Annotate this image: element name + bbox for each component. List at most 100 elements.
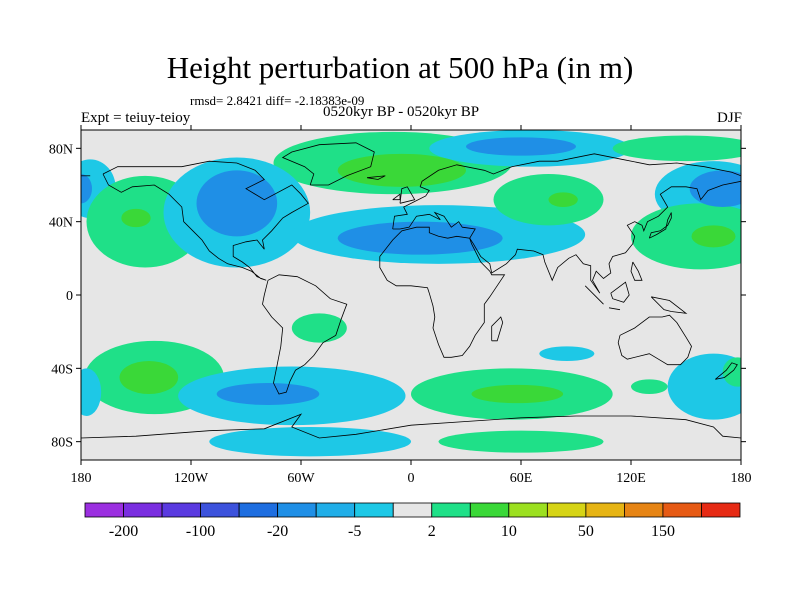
anomaly-region (471, 384, 564, 404)
anomaly-region (196, 170, 278, 237)
anomaly-region (291, 205, 586, 264)
anomaly-layer (81, 130, 741, 457)
colorbar-label: 2 (428, 523, 436, 540)
axis-ticks: 180 120W 60W 0 60E 120E 180 80N 40N 0 40S 80S (49, 125, 752, 486)
coastline (715, 362, 738, 380)
colorbar-swatch (508, 502, 548, 518)
anomaly-region (689, 170, 741, 207)
colorbar-swatch (277, 502, 317, 518)
colorbar-swatch (431, 502, 471, 518)
x-tick-label: 60W (287, 471, 315, 486)
colorbar-swatch (315, 502, 356, 518)
anomaly-region (273, 131, 512, 195)
anomaly-region (539, 346, 595, 361)
coastline (491, 316, 504, 342)
anomaly-region (722, 357, 741, 387)
y-tick-label: 40S (51, 362, 73, 377)
coastline (102, 160, 309, 281)
anomaly-region (493, 174, 604, 226)
colorbar-label: -100 (186, 523, 215, 540)
x-tick-label: 60E (510, 471, 533, 486)
y-tick-label: 80S (51, 436, 73, 451)
anomaly-region (291, 313, 347, 343)
coastline (610, 281, 630, 303)
anomaly-region (654, 161, 741, 228)
anomaly-region (667, 353, 741, 420)
experiment-label: Expt = teiuy-teioy (81, 110, 191, 126)
colorbar: -200 -100 -20 -5 2 10 50 150 (84, 502, 741, 540)
plot-background (81, 130, 741, 460)
colorbar-swatch (161, 502, 201, 518)
anomaly-region (429, 130, 631, 167)
anomaly-region (209, 427, 411, 457)
coastline (281, 142, 375, 186)
coastline (650, 296, 688, 314)
anomaly-region (466, 137, 576, 156)
x-tick-label: 120E (616, 471, 646, 486)
colorbar-label: 10 (501, 523, 517, 540)
anomaly-region (163, 157, 311, 268)
y-tick-label: 80N (49, 142, 73, 157)
anomaly-region (216, 383, 320, 405)
colorbar-swatch (469, 502, 510, 518)
coastline (392, 193, 401, 201)
coastline (392, 180, 741, 294)
chart-title: Height perturbation at 500 hPa (in m) (166, 50, 634, 85)
season-label: DJF (716, 110, 742, 126)
anomaly-region (337, 221, 503, 255)
coastline (379, 226, 506, 358)
coastline (262, 274, 348, 395)
anomaly-region (119, 361, 179, 394)
colorbar-label: 150 (651, 523, 675, 540)
coastline (608, 307, 621, 311)
anomaly-region (81, 159, 116, 218)
coastline (81, 413, 741, 439)
anomaly-region (631, 203, 741, 270)
colorbar-swatch (585, 502, 625, 518)
coastline (584, 285, 604, 305)
coastline (399, 186, 416, 204)
y-tick-label: 40N (49, 216, 73, 231)
anomaly-region (121, 208, 151, 228)
y-tick-label: 0 (66, 289, 73, 304)
coastline (630, 261, 643, 281)
colorbar-swatch (123, 502, 163, 518)
colorbar-swatch (238, 502, 279, 518)
x-tick-label: 120W (174, 471, 209, 486)
coastline (366, 175, 386, 180)
colorbar-swatch (200, 502, 240, 518)
anomaly-region (81, 174, 92, 204)
x-tick-label: 180 (731, 471, 752, 486)
colorbar-label: -5 (348, 523, 361, 540)
anomaly-region (411, 368, 613, 420)
anomaly-region (438, 430, 604, 453)
coastline (617, 314, 692, 366)
coastline (392, 153, 741, 230)
colorbar-label: -200 (109, 523, 138, 540)
plot-frame (80, 129, 742, 461)
anomaly-region (337, 153, 466, 187)
period-label: 0520kyr BP - 0520kyr BP (323, 104, 480, 120)
colorbar-swatch (662, 502, 702, 518)
anomaly-region (178, 366, 406, 426)
colorbar-swatch (392, 502, 433, 518)
colorbar-swatch (546, 502, 587, 518)
colorbar-swatch (84, 502, 124, 518)
colorbar-label: 50 (578, 523, 594, 540)
anomaly-region (548, 192, 578, 208)
anomaly-region (81, 368, 102, 416)
coastline (648, 212, 672, 239)
anomaly-region (86, 175, 204, 268)
colorbar-label: -20 (267, 523, 288, 540)
anomaly-region (631, 379, 668, 394)
anomaly-region (612, 135, 741, 162)
colorbar-swatch (624, 502, 664, 518)
x-tick-label: 180 (71, 471, 92, 486)
x-tick-label: 0 (408, 471, 415, 486)
anomaly-region (84, 340, 225, 415)
coastline-layer (81, 142, 741, 439)
colorbar-swatch (701, 502, 741, 518)
stats-line: rmsd= 2.8421 diff= -2.18383e-09 (190, 93, 365, 108)
colorbar-swatch (354, 502, 394, 518)
